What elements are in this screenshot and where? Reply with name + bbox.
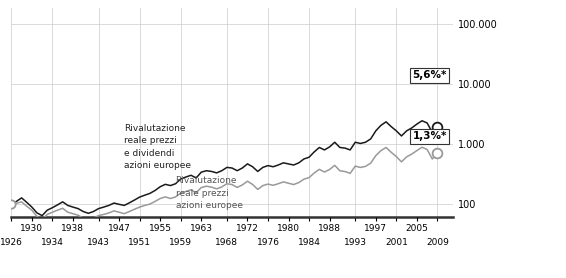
Text: 5,6%*: 5,6%* (413, 70, 447, 80)
Text: 1,3%*: 1,3%* (413, 131, 447, 141)
Text: Rivalutazione
reale prezzi
e dividendi
azioni europee: Rivalutazione reale prezzi e dividendi a… (125, 123, 191, 170)
Text: Rivalutazione
reale prezzi
azioni europee: Rivalutazione reale prezzi azioni europe… (175, 176, 243, 210)
